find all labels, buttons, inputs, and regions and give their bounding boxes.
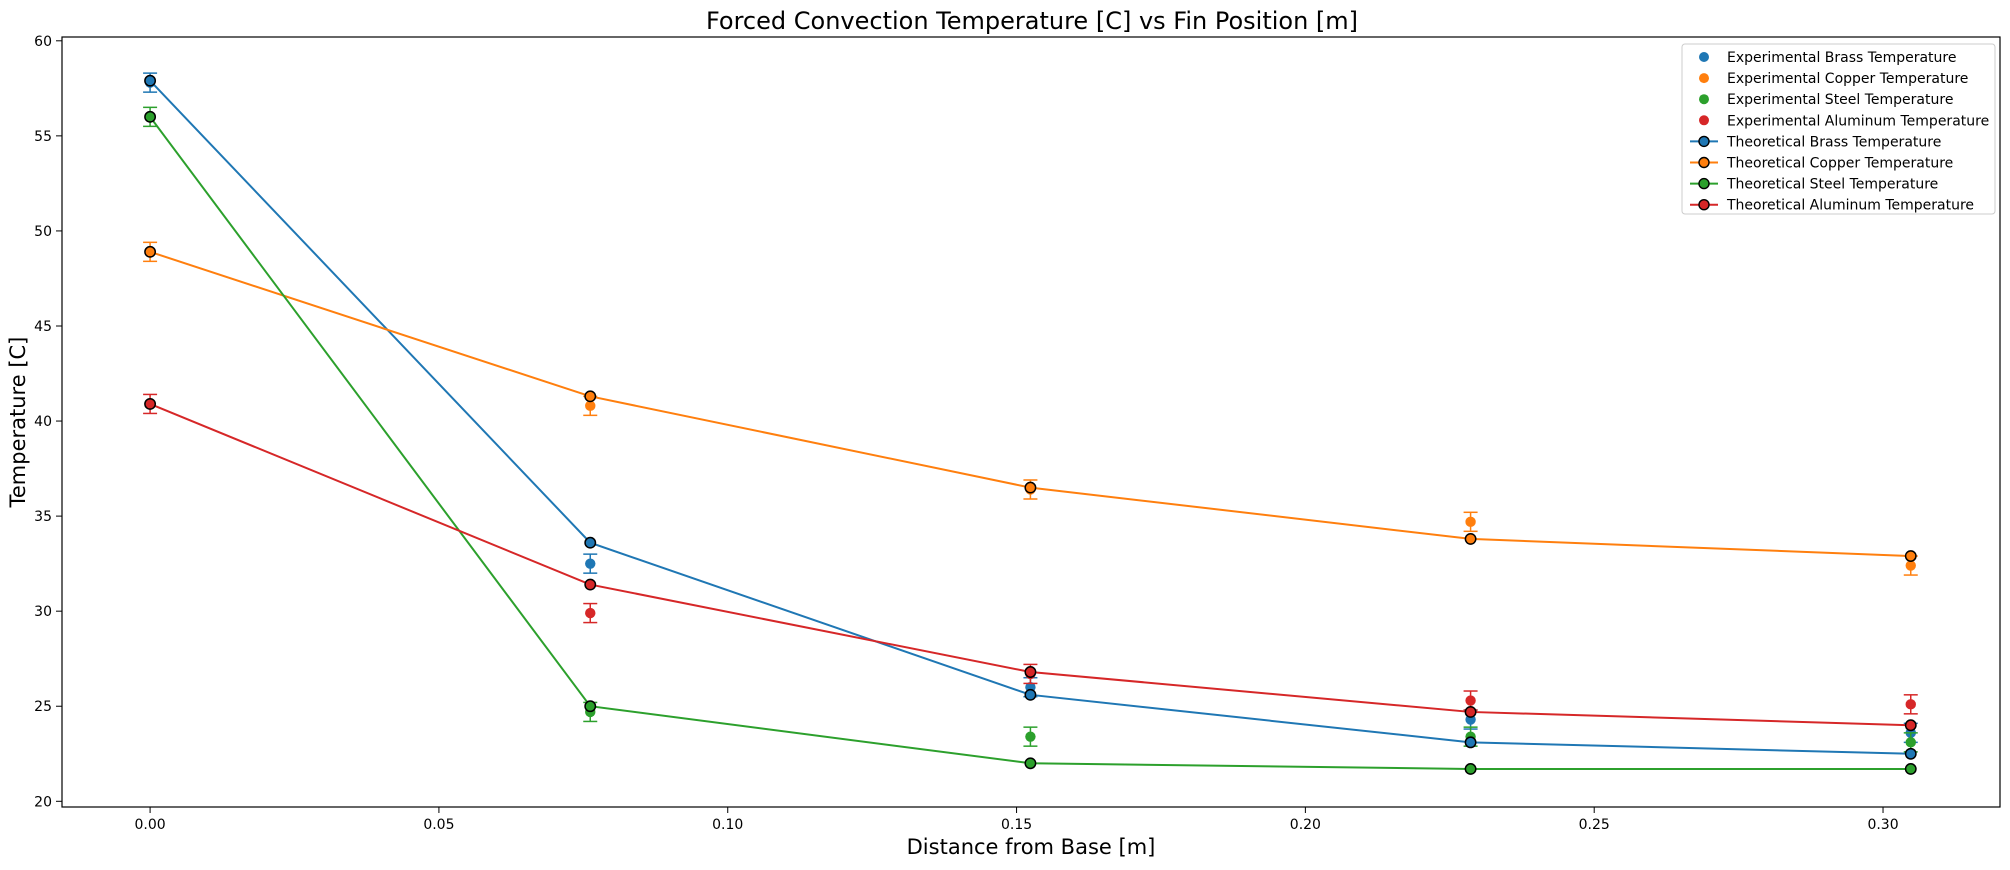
x-tick-label: 0.20	[1290, 817, 1321, 833]
legend-marker-theoretical-copper	[1698, 156, 1710, 169]
theoretical-point-brass	[1904, 747, 1917, 760]
experimental-point-steel	[1025, 731, 1036, 742]
y-tick-label: 45	[34, 319, 52, 335]
theoretical-point-copper	[144, 245, 157, 258]
legend-label-experimental-steel: Experimental Steel Temperature	[1727, 92, 1953, 108]
legend-marker-experimental-brass	[1699, 52, 1709, 62]
legend-marker-experimental-steel	[1699, 94, 1709, 105]
experimental-point-steel	[1905, 737, 1916, 748]
theoretical-point-steel	[1464, 763, 1477, 775]
y-axis: 20 25 30 35 40 45 50 55 60	[34, 34, 62, 810]
x-tick-label: 0.15	[1001, 817, 1032, 833]
legend-marker-theoretical-brass	[1698, 135, 1710, 148]
theoretical-point-aluminum	[1464, 705, 1477, 718]
theoretical-point-brass	[584, 536, 597, 549]
legend-label-theoretical-brass: Theoretical Brass Temperature	[1726, 134, 1941, 150]
y-tick-label: 55	[34, 129, 52, 145]
x-axis: 0.00 0.05 0.10 0.15 0.20 0.25 0.30	[135, 807, 1899, 833]
legend-label-theoretical-steel: Theoretical Steel Temperature	[1726, 177, 1938, 193]
theoretical-point-steel	[1904, 763, 1917, 775]
legend-label-theoretical-copper: Theoretical Copper Temperature	[1726, 156, 1953, 172]
theoretical-point-steel	[584, 700, 597, 713]
legend: Experimental Brass Temperature Experiment…	[1681, 43, 1996, 215]
theoretical-point-brass	[1024, 688, 1037, 701]
legend-marker-experimental-copper	[1699, 73, 1709, 84]
experimental-point-copper	[585, 400, 596, 412]
y-axis-label: Temperature [C]	[6, 337, 30, 509]
y-tick-label: 30	[34, 604, 52, 620]
experimental-point-aluminum	[585, 607, 596, 619]
x-tick-label: 0.30	[1867, 817, 1898, 833]
theoretical-point-brass	[144, 74, 157, 87]
y-tick-label: 60	[34, 34, 52, 50]
theoretical-point-steel	[144, 110, 157, 123]
x-tick-label: 0.05	[423, 817, 454, 833]
theoretical-point-aluminum	[584, 578, 597, 591]
plot-area	[143, 72, 1918, 775]
experimental-point-copper	[1905, 560, 1916, 571]
experimental-point-brass	[585, 558, 596, 569]
legend-label-theoretical-aluminum: Theoretical Aluminum Temperature	[1726, 198, 1974, 214]
theoretical-point-copper	[584, 390, 597, 403]
x-axis-label: Distance from Base [m]	[907, 835, 1156, 859]
x-tick-label: 0.10	[712, 817, 743, 833]
legend-box	[1681, 43, 1996, 215]
legend-marker-theoretical-aluminum	[1698, 198, 1710, 211]
theoretical-point-aluminum	[1904, 719, 1917, 732]
y-tick-label: 35	[34, 509, 52, 525]
theoretical-point-steel	[1024, 757, 1037, 770]
experimental-point-aluminum	[1465, 695, 1476, 706]
experimental-point-copper	[1465, 516, 1476, 528]
experimental-point-aluminum	[1905, 699, 1916, 710]
legend-label-experimental-aluminum: Experimental Aluminum Temperature	[1727, 113, 1989, 129]
y-tick-label: 25	[34, 699, 52, 715]
theoretical-point-copper	[1904, 550, 1917, 562]
theoretical-point-brass	[1464, 736, 1477, 749]
x-tick-label: 0.25	[1579, 817, 1610, 833]
y-tick-label: 50	[34, 224, 52, 240]
legend-label-experimental-brass: Experimental Brass Temperature	[1727, 50, 1956, 66]
x-tick-label: 0.00	[135, 817, 166, 833]
chart-title: Forced Convection Temperature [C] vs Fin…	[706, 7, 1358, 35]
y-tick-label: 40	[34, 414, 52, 430]
theoretical-point-copper	[1024, 481, 1037, 494]
legend-marker-theoretical-steel	[1698, 177, 1710, 190]
plot-frame	[61, 36, 2001, 808]
legend-label-experimental-copper: Experimental Copper Temperature	[1727, 71, 1968, 87]
y-tick-label: 20	[34, 794, 52, 810]
theoretical-point-aluminum	[1024, 666, 1037, 678]
theoretical-point-aluminum	[144, 397, 157, 410]
legend-marker-experimental-aluminum	[1699, 115, 1709, 126]
theoretical-point-copper	[1464, 532, 1477, 545]
